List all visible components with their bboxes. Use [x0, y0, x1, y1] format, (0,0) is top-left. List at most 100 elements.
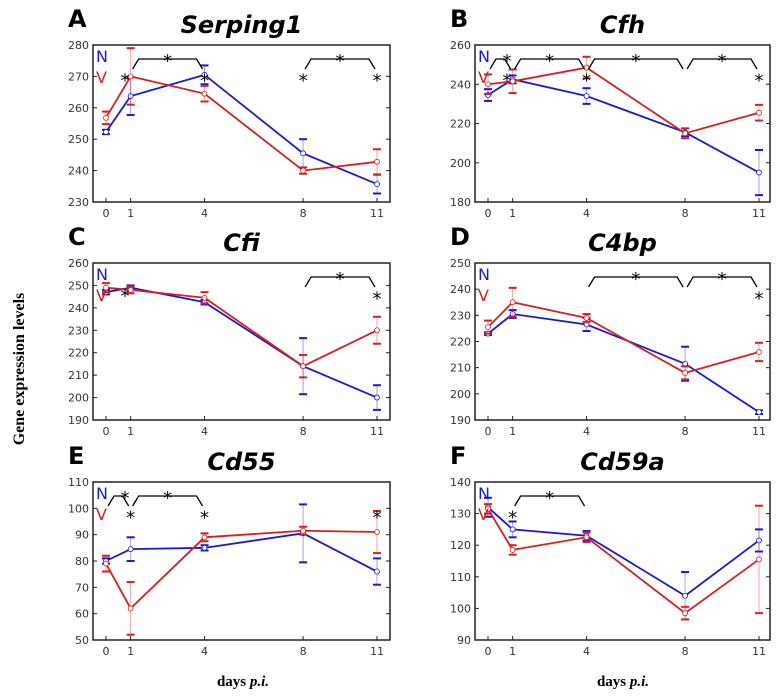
panel-f: F Cd59a 90 100 110 120 130 140 0 1 4 8 11 NV * * [450, 442, 771, 658]
significance-star: * [121, 70, 130, 91]
x-axis-label-italic: p.i. [249, 674, 270, 690]
y-tick-label: 210 [450, 362, 471, 375]
panel-a: A Serping1 230 240 250 260 270 280 0 1 4 8 11 NV * * * * *… [68, 5, 391, 220]
y-tick-label: 70 [75, 581, 89, 594]
data-point-N [756, 169, 762, 176]
data-point-V [127, 287, 134, 293]
series-line-V [487, 66, 760, 135]
significance-star: * [503, 51, 512, 72]
y-tick-label: 200 [68, 392, 89, 405]
data-point-V [374, 327, 380, 334]
significance-star: * [373, 288, 382, 309]
data-point-V [682, 369, 688, 376]
significance-star: * [336, 269, 345, 290]
data-point-N [509, 526, 516, 533]
legend-V: V [96, 505, 107, 524]
series-line-N [105, 73, 378, 185]
y-tick-label: 80 [75, 555, 89, 568]
plot-frame [92, 481, 391, 641]
significance-star: * [582, 70, 591, 91]
data-point-V [300, 167, 306, 174]
y-tick-label: 60 [75, 608, 89, 621]
significance-star: * [200, 70, 209, 91]
panel-letter: B [450, 5, 468, 33]
x-axis-label-left: days p.i. [143, 674, 343, 691]
x-tick-label: 4 [201, 207, 208, 220]
x-tick-label: 4 [583, 645, 590, 658]
data-point-V [509, 547, 516, 553]
data-point-N [374, 394, 380, 401]
y-tick-label: 130 [450, 508, 471, 521]
x-axis-label-right: days p.i. [523, 674, 723, 691]
x-tick-label: 1 [509, 207, 516, 220]
x-tick-label: 1 [509, 425, 516, 438]
x-tick-label: 0 [485, 645, 492, 658]
y-tick-label: 210 [68, 369, 89, 382]
y-tick-label: 240 [68, 302, 89, 315]
y-tick-label: 180 [450, 196, 471, 209]
significance-star: * [508, 508, 517, 529]
significance-star: * [299, 70, 308, 91]
significance-star: * [718, 51, 727, 72]
y-tick-label: 220 [450, 336, 471, 349]
x-tick-label: 1 [127, 207, 134, 220]
data-point-N [127, 546, 134, 553]
data-point-N [103, 129, 109, 135]
legend-V: V [96, 68, 107, 87]
significance-bracket [304, 276, 376, 288]
series-line-N [105, 286, 378, 399]
data-point-N [201, 544, 208, 551]
series-line-V [105, 75, 378, 172]
y-tick-label: 250 [68, 133, 89, 146]
data-point-V [509, 78, 516, 85]
data-point-V [103, 114, 109, 121]
x-axis-label-text: days [216, 674, 247, 690]
x-axis-label-italic: p.i. [629, 674, 650, 690]
significance-star: * [373, 70, 382, 91]
series-line-N [487, 78, 760, 174]
panel-c: C Cfi 190 200 210 220 230 240 250 260 0 1 4 8 11 NV * * * [68, 223, 391, 438]
x-tick-label: 4 [201, 645, 208, 658]
x-tick-label: 1 [127, 645, 134, 658]
significance-bracket [587, 276, 684, 288]
y-tick-label: 250 [68, 279, 89, 292]
x-axis-label-text: days [596, 674, 627, 690]
x-tick-label: 1 [127, 425, 134, 438]
x-tick-label: 11 [370, 207, 384, 220]
significance-star: * [163, 488, 172, 509]
legend-N: N [478, 265, 490, 284]
panel-letter: F [450, 442, 466, 470]
y-tick-label: 220 [450, 118, 471, 131]
y-tick-label: 240 [450, 78, 471, 91]
y-tick-label: 140 [450, 476, 471, 489]
data-point-N [127, 93, 134, 100]
x-tick-label: 4 [583, 207, 590, 220]
significance-star: * [718, 269, 727, 290]
significance-bracket [686, 58, 758, 70]
y-tick-label: 260 [450, 39, 471, 52]
data-point-V [756, 349, 762, 355]
y-tick-label: 200 [450, 157, 471, 170]
significance-star: * [755, 70, 764, 91]
x-tick-label: 0 [103, 645, 110, 658]
data-point-V [201, 90, 208, 97]
data-point-V [756, 109, 762, 116]
x-tick-label: 8 [682, 207, 689, 220]
significance-bracket [686, 276, 758, 288]
series-line-N [487, 506, 760, 597]
significance-star: * [163, 51, 172, 72]
significance-star: * [126, 508, 135, 529]
x-tick-label: 11 [752, 425, 766, 438]
y-tick-label: 190 [450, 414, 471, 427]
panel-title: Cfh [600, 11, 645, 39]
y-tick-label: 230 [68, 324, 89, 337]
y-tick-label: 110 [450, 571, 471, 584]
y-tick-label: 220 [68, 347, 89, 360]
legend-N: N [96, 47, 108, 66]
y-tick-label: 260 [68, 257, 89, 270]
significance-star: * [631, 269, 640, 290]
y-tick-label: 230 [450, 309, 471, 322]
data-point-N [756, 537, 762, 544]
x-tick-label: 8 [300, 645, 307, 658]
